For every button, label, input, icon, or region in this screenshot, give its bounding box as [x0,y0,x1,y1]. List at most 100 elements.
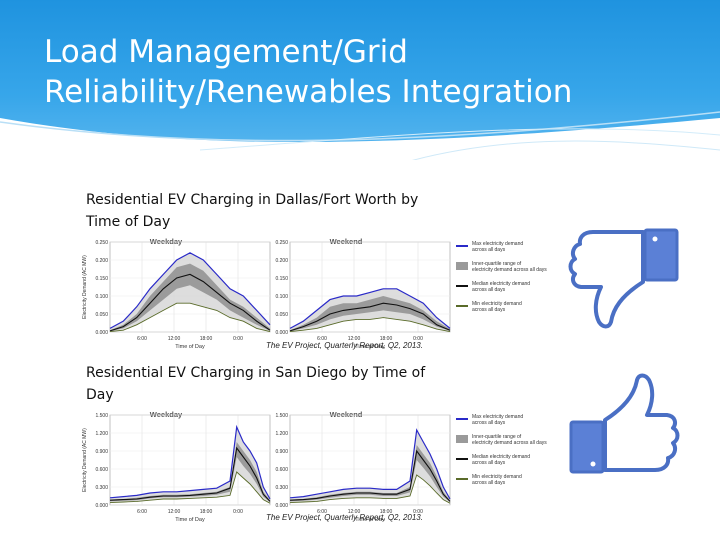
legend-swatch [456,262,468,270]
x-tick-label: 0:00 [233,336,243,342]
legend-label-line: across all days [472,480,506,486]
legend-label-line: Max electricity demand [472,414,523,420]
min-line [289,474,451,504]
y-tick-label: 0.150 [275,276,288,282]
y-tick-label: 0.250 [95,240,108,246]
range-band [110,252,270,332]
y-tick-label: 1.500 [95,413,108,419]
y-tick-label: 0.900 [275,449,288,455]
x-tick-label: 18:00 [200,336,213,342]
y-axis-label: Electricity Demand (AC MW) [82,255,88,319]
slide-title: Load Management/Grid Reliability/Renewab… [44,34,573,110]
y-tick-label: 0.000 [275,330,288,336]
thumbs-up-icon [569,373,680,474]
x-tick-label: 18:00 [200,509,213,515]
median-line [109,446,271,502]
y-tick-label: 0.200 [95,258,108,264]
y-tick-label: 0.000 [95,330,108,336]
max-line [109,424,271,500]
x-tick-label: 0:00 [413,509,423,515]
min-line [109,471,271,504]
chart-panel-weekday: Weekday 0.000 0.300 0.600 0.900 1.200 1.500 6:0… [95,410,271,523]
y-tick-label: 1.200 [275,431,288,437]
y-tick-label: 0.000 [95,503,108,509]
slide-header: Load Management/Grid Reliability/Renewab… [0,0,720,160]
chart-panel-weekend: Weekend 0.000 0.050 0.100 0.150 0.200 0.250 6:0… [275,237,451,350]
x-tick-label: 6:00 [317,336,327,342]
chart-legend: Max electricity demand across all daysInn… [456,241,547,313]
max-line [289,428,451,500]
x-tick-label: 6:00 [137,336,147,342]
y-tick-label: 0.000 [275,503,288,509]
x-tick-label: 12:00 [168,509,181,515]
legend-label-line: Min electricity demand [472,474,522,480]
x-tick-label: 18:00 [380,509,393,515]
y-tick-label: 0.050 [95,312,108,318]
legend-label: Inner-quartile range of electricity deman… [472,434,547,446]
chart-caption-dfw: Residential EV Charging in Dallas/Fort W… [86,192,419,230]
chart-caption-sandiego: Residential EV Charging in San Diego by … [86,365,426,403]
thumbs-down-icon [568,228,679,329]
x-tick-label: 12:00 [348,336,361,342]
x-tick-label: 0:00 [413,336,423,342]
legend-label-line: Median electricity demand [472,281,530,287]
legend-label-line: across all days [472,307,506,313]
header-wave-decoration [0,111,720,160]
x-tick-label: 6:00 [317,509,327,515]
legend-label-line: across all days [472,247,506,253]
x-axis-label: Time of Day [175,517,205,523]
x-tick-label: 12:00 [168,336,181,342]
legend-label-line: Inner-quartile range of [472,434,522,440]
chart-legend: Max electricity demand across all daysInn… [456,414,547,486]
median-line [289,302,451,332]
x-axis-label: Time of Day [175,344,205,350]
y-tick-label: 0.050 [275,312,288,318]
legend-label-line: across all days [472,287,506,293]
panel-title: Weekday [150,237,183,246]
panel-title: Weekend [330,410,363,419]
min-line [109,302,271,333]
median-line [109,273,271,332]
legend-swatch [456,435,468,443]
x-tick-label: 12:00 [348,509,361,515]
range-band [290,430,450,504]
y-tick-label: 0.250 [275,240,288,246]
chart-source-dfw: The EV Project, Quarterly Report, Q2, 20… [266,341,423,350]
x-tick-label: 18:00 [380,336,393,342]
y-axis-label: Electricity Demand (AC MW) [82,428,88,492]
chart-dfw: Electricity Demand (AC MW) Weekday 0.000 0.… [82,237,547,350]
chart-panel-weekday: Weekday 0.000 0.050 0.100 0.150 0.200 0.250 6:0… [95,237,271,350]
y-tick-label: 0.100 [275,294,288,300]
chart-source-sandiego: The EV Project, Quarterly Report, Q2, 20… [266,513,423,522]
legend-label-line: Inner-quartile range of [472,261,522,267]
y-tick-label: 0.300 [275,485,288,491]
legend-label: Max electricity demand across all days [472,414,523,426]
x-tick-label: 0:00 [233,509,243,515]
legend-label-line: Median electricity demand [472,454,530,460]
x-axis-label: Time of Day [355,344,385,350]
chart-sandiego: Electricity Demand (AC MW) Weekday 0.000 0.… [82,410,547,523]
min-line [289,317,451,333]
y-tick-label: 0.600 [275,467,288,473]
legend-label-line: Max electricity demand [472,241,523,247]
y-tick-label: 1.500 [275,413,288,419]
y-tick-label: 0.600 [95,467,108,473]
legend-label: Min electricity demand across all days [472,301,522,313]
y-tick-label: 0.200 [275,258,288,264]
median-line [289,449,451,502]
x-axis-label: Time of Day [355,517,385,523]
legend-label: Median electricity demand across all days [472,281,530,293]
x-tick-label: 6:00 [137,509,147,515]
y-tick-label: 0.100 [95,294,108,300]
legend-label: Min electricity demand across all days [472,474,522,486]
panel-title: Weekday [150,410,183,419]
y-tick-label: 0.300 [95,485,108,491]
legend-label-line: across all days [472,460,506,466]
y-tick-label: 0.900 [95,449,108,455]
range-band [110,427,270,504]
y-tick-label: 0.150 [95,276,108,282]
iqr-band [290,296,450,332]
legend-label-line: across all days [472,420,506,426]
legend-label-line: electricity demand across all days [472,267,547,273]
legend-label-line: Min electricity demand [472,301,522,307]
